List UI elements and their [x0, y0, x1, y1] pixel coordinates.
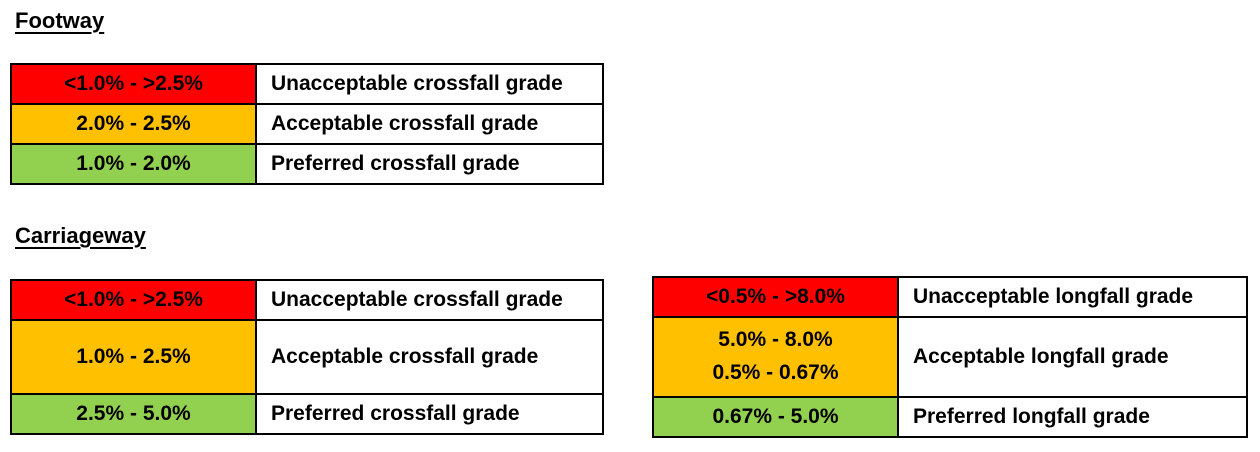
carriageway-crossfall-preferred-range: 2.5% - 5.0% [12, 395, 257, 435]
carriageway-longfall-table: <0.5% - >8.0% Unacceptable longfall grad… [652, 276, 1248, 438]
carriageway-longfall-acceptable-range-upper: 5.0% - 8.0% [718, 328, 833, 352]
carriageway-longfall-unacceptable-description: Unacceptable longfall grade [899, 278, 1248, 318]
carriageway-crossfall-unacceptable-description: Unacceptable crossfall grade [257, 281, 604, 321]
carriageway-longfall-unacceptable-range: <0.5% - >8.0% [654, 278, 899, 318]
carriageway-crossfall-acceptable-range: 1.0% - 2.5% [12, 321, 257, 395]
footway-preferred-description: Preferred crossfall grade [257, 145, 604, 185]
footway-unacceptable-description: Unacceptable crossfall grade [257, 65, 604, 105]
carriageway-longfall-preferred-range: 0.67% - 5.0% [654, 398, 899, 438]
footway-unacceptable-range: <1.0% - >2.5% [12, 65, 257, 105]
carriageway-heading: Carriageway [15, 223, 146, 248]
footway-acceptable-description: Acceptable crossfall grade [257, 105, 604, 145]
carriageway-crossfall-unacceptable-range: <1.0% - >2.5% [12, 281, 257, 321]
carriageway-longfall-acceptable-range: 5.0% - 8.0% 0.5% - 0.67% [654, 318, 899, 398]
carriageway-longfall-preferred-description: Preferred longfall grade [899, 398, 1248, 438]
carriageway-crossfall-acceptable-description: Acceptable crossfall grade [257, 321, 604, 395]
carriageway-longfall-acceptable-description: Acceptable longfall grade [899, 318, 1248, 398]
carriageway-crossfall-table: <1.0% - >2.5% Unacceptable crossfall gra… [10, 279, 604, 435]
footway-table: <1.0% - >2.5% Unacceptable crossfall gra… [10, 63, 604, 185]
footway-preferred-range: 1.0% - 2.0% [12, 145, 257, 185]
carriageway-longfall-acceptable-range-lower: 0.5% - 0.67% [712, 361, 839, 384]
footway-acceptable-range: 2.0% - 2.5% [12, 105, 257, 145]
footway-heading: Footway [15, 8, 105, 33]
carriageway-crossfall-preferred-description: Preferred crossfall grade [257, 395, 604, 435]
